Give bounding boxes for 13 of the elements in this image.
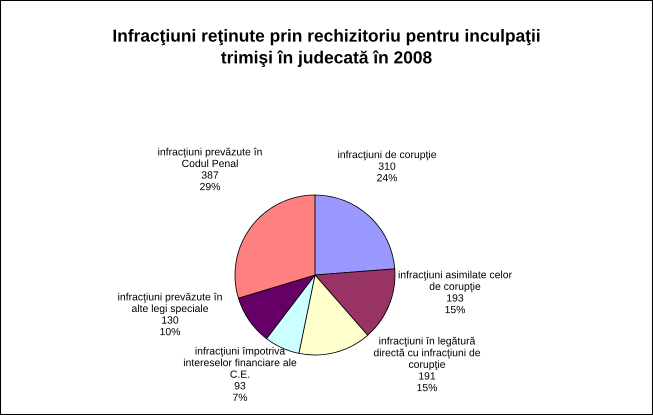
slice-label: infracţiuni asimilate celor de corupţie: [398, 270, 512, 292]
slice-label: infracţiuni prevăzute în alte legi speciale: [118, 292, 222, 314]
data-label: 130 10%: [160, 316, 180, 336]
data-label: 310 24%: [377, 162, 398, 182]
data-label: 387 29%: [200, 171, 220, 190]
data-label: 193 15%: [445, 294, 466, 314]
data-label: 93 7%: [233, 382, 248, 401]
data-label: 191 15%: [417, 372, 438, 392]
slice-label: infracţiuni de corupţie: [338, 150, 436, 160]
slice-label: infracţiuni în legătură directă cu infracţiuni de corupţie: [374, 336, 480, 370]
slice-label: infracţiuni prevăzute în Codul Penal: [158, 148, 262, 168]
slice-label: infracţiuni împotriva intereselor financiare ale C.E.: [184, 346, 296, 378]
chart-title: Infracţiuni reţinute prin rechizitoriu pentru inculpaţii trimişi în judecată în 2008: [114, 29, 540, 67]
